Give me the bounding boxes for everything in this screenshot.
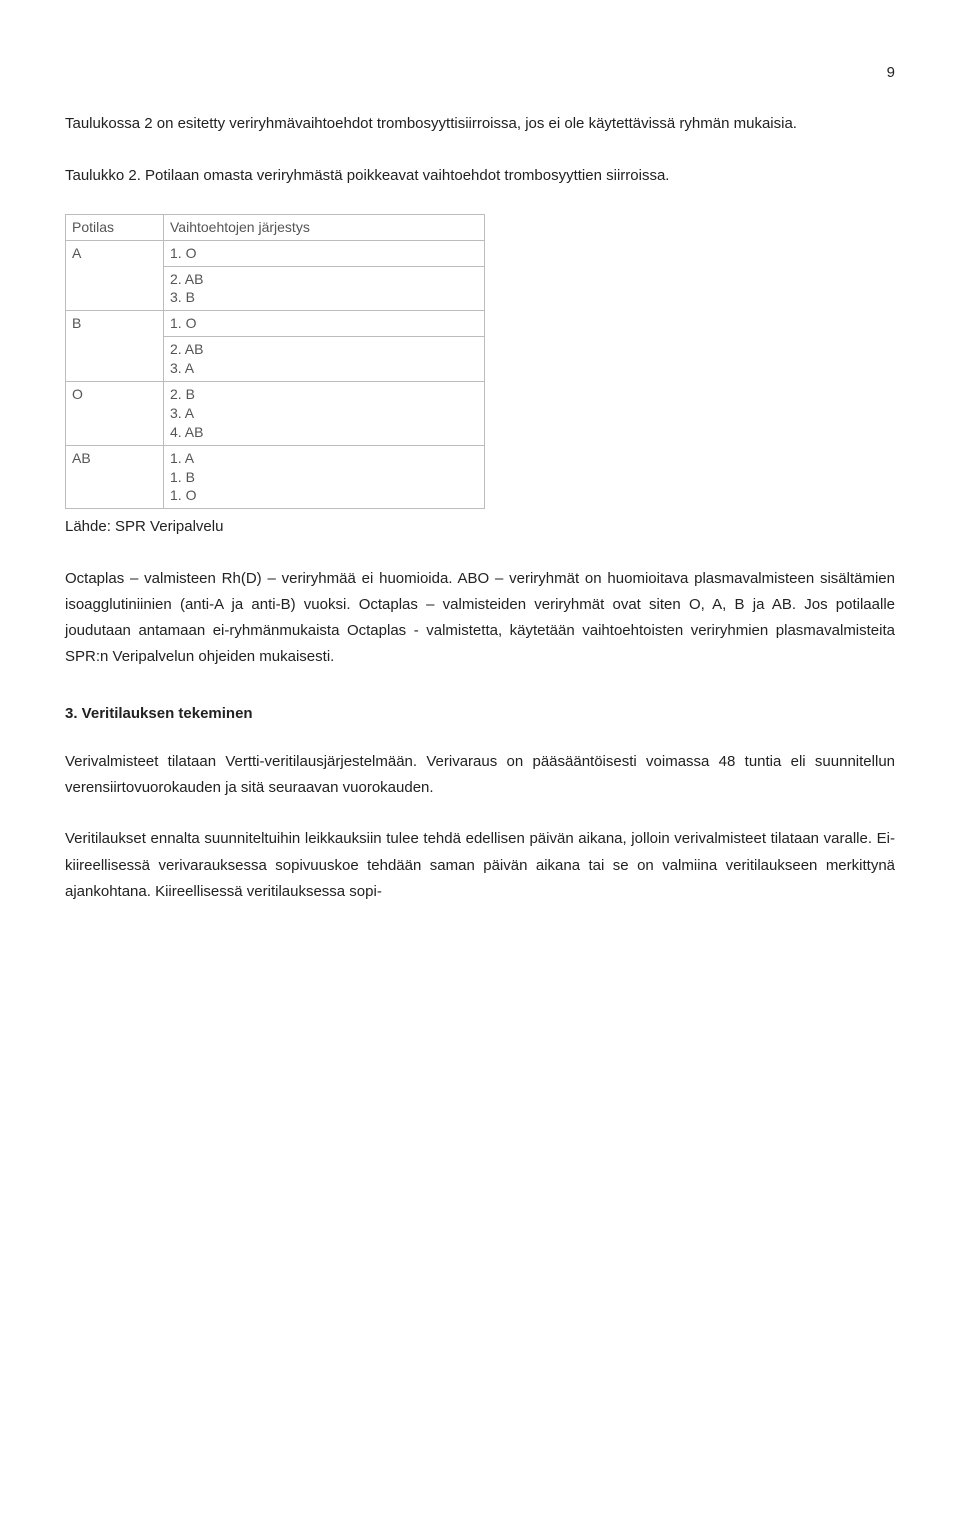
- paragraph-intro-2: Taulukko 2. Potilaan omasta veriryhmästä…: [65, 163, 895, 189]
- table-cell-first: 1. A 1. B 1. O: [164, 445, 485, 509]
- table-cell-group: O: [66, 381, 164, 445]
- paragraph-section3-1: Verivalmisteet tilataan Vertti-veritilau…: [65, 749, 895, 802]
- table-cell-group: AB: [66, 445, 164, 509]
- table-cell-group: A: [66, 240, 164, 311]
- table-header-col1: Potilas: [66, 214, 164, 240]
- table-caption: Lähde: SPR Veripalvelu: [65, 514, 895, 540]
- table-cell-rest: 2. AB 3. B: [164, 266, 485, 311]
- paragraph-section3-2: Veritilaukset ennalta suunniteltuihin le…: [65, 826, 895, 905]
- table-cell-rest: 2. AB 3. A: [164, 337, 485, 382]
- section-heading: 3. Veritilauksen tekeminen: [65, 701, 895, 727]
- table-header-col2: Vaihtoehtojen järjestys: [164, 214, 485, 240]
- page-number: 9: [65, 60, 895, 86]
- paragraph-body-1: Octaplas – valmisteen Rh(D) – veriryhmää…: [65, 566, 895, 671]
- table-cell-group: B: [66, 311, 164, 382]
- blood-group-table: Potilas Vaihtoehtojen järjestys A 1. O 2…: [65, 214, 485, 510]
- paragraph-intro-1: Taulukossa 2 on esitetty veriryhmävaihto…: [65, 111, 895, 137]
- table-cell-first: 1. O: [164, 311, 485, 337]
- table-cell-first: 2. B 3. A 4. AB: [164, 381, 485, 445]
- table-cell-first: 1. O: [164, 240, 485, 266]
